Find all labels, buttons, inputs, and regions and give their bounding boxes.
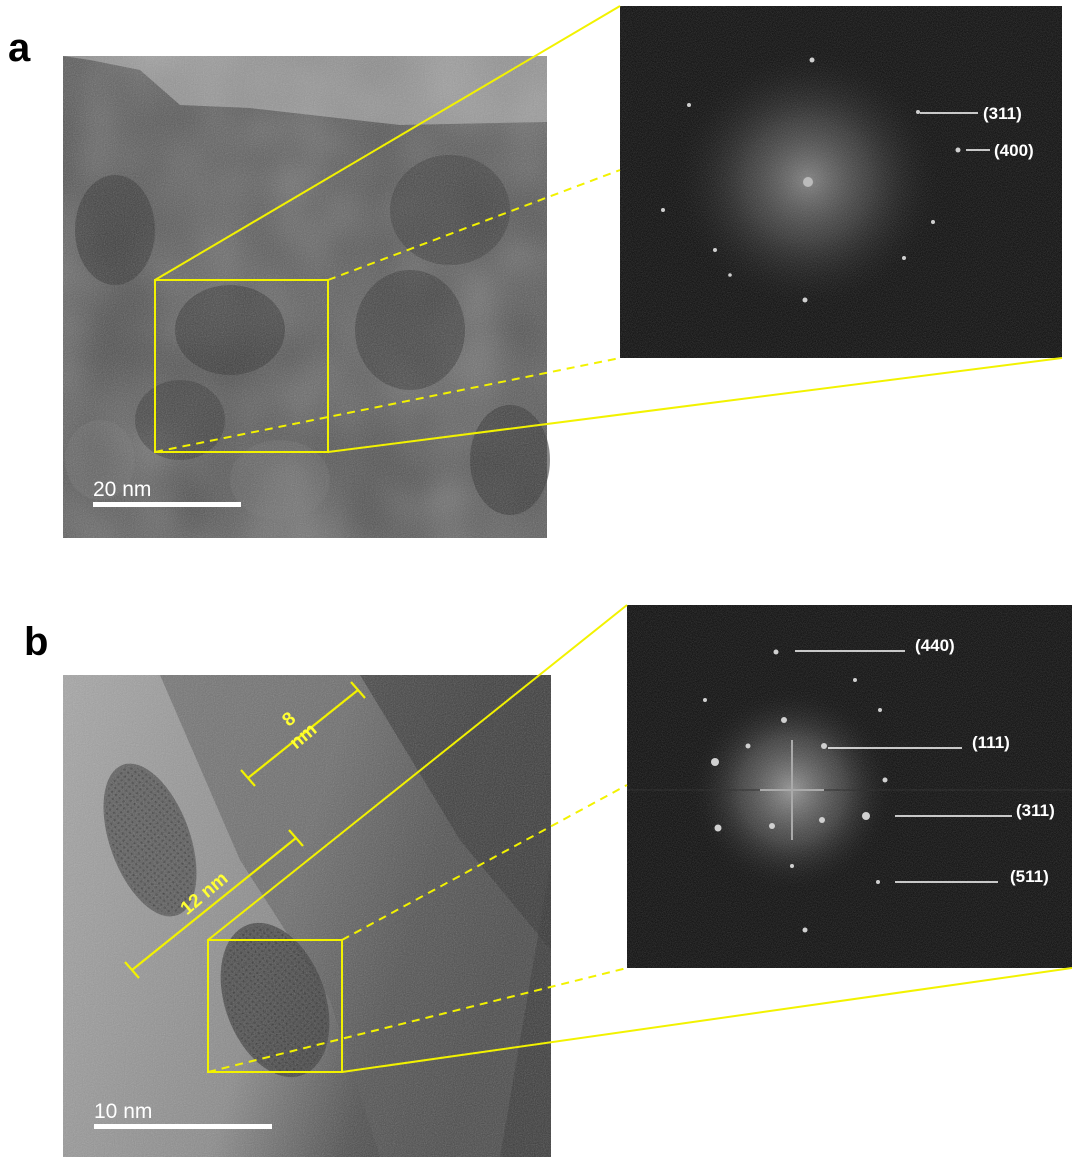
- callout-b: [207, 604, 1072, 1073]
- fft-spots-a: [661, 57, 961, 303]
- tem-image-b: [63, 675, 551, 1157]
- callout-a: [154, 5, 1063, 453]
- scale-bar-a: 20 nm: [93, 478, 241, 507]
- scale-bar-b: 10 nm: [94, 1100, 272, 1129]
- scale-bar-label-b: 10 nm: [94, 1100, 152, 1123]
- fft-label-311-a: (311): [983, 104, 1022, 123]
- fft-label-group-a: (311) (400): [920, 104, 1034, 160]
- panel-label-a: a: [8, 26, 31, 70]
- fft-label-400-a: (400): [994, 141, 1034, 160]
- fft-label-511-b: (511): [1010, 867, 1049, 886]
- measurement-8nm: [240, 681, 366, 787]
- fft-label-311-b: (311): [1016, 801, 1055, 820]
- scale-bar-label-a: 20 nm: [93, 478, 151, 501]
- selection-box-a: [154, 279, 329, 453]
- selection-box-b: [207, 939, 343, 1073]
- fft-label-440-b: (440): [915, 636, 955, 655]
- measurement-12nm: [124, 829, 304, 979]
- fft-spots-b: [703, 649, 888, 933]
- tem-image-a: [63, 56, 550, 538]
- panel-label-b: b: [24, 620, 49, 664]
- fft-label-group-b: (440) (111) (311) (511): [795, 636, 1055, 886]
- fft-label-111-b: (111): [972, 733, 1010, 752]
- fft-image-a: [620, 6, 1062, 358]
- fft-image-b: [627, 605, 1072, 968]
